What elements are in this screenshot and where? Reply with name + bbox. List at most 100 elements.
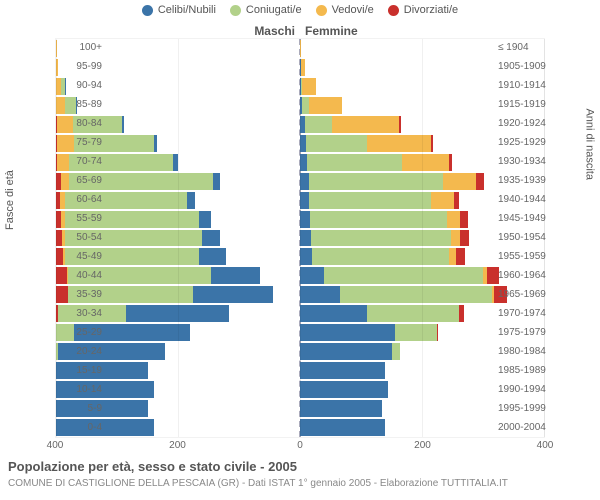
- yaxis-title-right: Anni di nascita: [584, 108, 596, 180]
- ytick-birth: 1920-1924: [498, 119, 546, 129]
- bar-segment: [449, 154, 451, 171]
- header-maschi: Maschi: [254, 24, 295, 38]
- bar-segment: [310, 211, 447, 228]
- ytick-age: 35-39: [76, 290, 102, 300]
- bar-segment: [300, 230, 311, 247]
- bar-segment: [56, 286, 68, 303]
- bar-segment: [56, 267, 67, 284]
- ytick-age: 70-74: [76, 157, 102, 167]
- bar-segment: [57, 116, 73, 133]
- gridline: [422, 39, 423, 437]
- bar-segment: [309, 97, 343, 114]
- legend-label: Coniugati/e: [246, 4, 302, 16]
- ytick-age: 20-24: [76, 347, 102, 357]
- bar-segment: [202, 230, 220, 247]
- gridline: [56, 39, 57, 437]
- bar-segment: [199, 211, 211, 228]
- legend-item: Vedovi/e: [316, 4, 374, 16]
- legend-item: Coniugati/e: [230, 4, 302, 16]
- population-pyramid-chart: Celibi/Nubili Coniugati/e Vedovi/e Divorzia…: [0, 0, 600, 500]
- bar-segment: [306, 135, 367, 152]
- bar-segment: [61, 173, 70, 190]
- ytick-birth: 1925-1929: [498, 138, 546, 148]
- ytick-birth: 1970-1974: [498, 309, 546, 319]
- bar-segment: [65, 78, 66, 95]
- bar-segment: [56, 381, 154, 398]
- bar-segment: [300, 267, 324, 284]
- header-femmine: Femmine: [305, 24, 358, 38]
- bar-segment: [300, 343, 392, 360]
- gridline: [178, 39, 179, 437]
- bar-segment: [213, 173, 220, 190]
- ytick-age: 60-64: [76, 195, 102, 205]
- legend-swatch: [230, 5, 241, 16]
- ytick-age: 10-14: [76, 385, 102, 395]
- ytick-age: 25-29: [76, 328, 102, 338]
- bar-segment: [300, 192, 309, 209]
- ytick-birth: 1965-1969: [498, 290, 546, 300]
- bar-segment: [311, 230, 451, 247]
- ytick-birth: 1910-1914: [498, 81, 546, 91]
- bar-segment: [211, 267, 260, 284]
- bar-segment: [57, 135, 74, 152]
- bar-segment: [395, 324, 438, 341]
- bar-segment: [300, 211, 310, 228]
- bar-segment: [300, 324, 395, 341]
- ytick-birth: 1945-1949: [498, 214, 546, 224]
- bar-segment: [324, 267, 483, 284]
- bar-segment: [56, 248, 63, 265]
- ytick-birth: 1975-1979: [498, 328, 546, 338]
- bar-segment: [300, 154, 307, 171]
- legend-item: Divorziati/e: [388, 4, 458, 16]
- bar-segment: [459, 305, 464, 322]
- bar-segment: [300, 419, 385, 436]
- ytick-age: 30-34: [76, 309, 102, 319]
- bar-segment: [399, 116, 400, 133]
- bar-segment: [402, 154, 450, 171]
- bar-segment: [300, 286, 340, 303]
- chart-title: Popolazione per età, sesso e stato civil…: [8, 459, 297, 474]
- bar-segment: [300, 248, 312, 265]
- bar-segment: [56, 97, 65, 114]
- legend-item: Celibi/Nubili: [142, 4, 216, 16]
- bar-segment: [487, 267, 499, 284]
- bar-segment: [476, 173, 483, 190]
- ytick-age: 55-59: [76, 214, 102, 224]
- bar-segment: [340, 286, 493, 303]
- bar-segment: [302, 78, 315, 95]
- ytick-age: 80-84: [76, 119, 102, 129]
- ytick-age: 65-69: [76, 176, 102, 186]
- bar-segment: [456, 248, 466, 265]
- legend-label: Vedovi/e: [332, 4, 374, 16]
- xtick: 400: [537, 440, 554, 451]
- ytick-age: 95-99: [76, 62, 102, 72]
- bar-segment: [300, 305, 367, 322]
- ytick-age: 15-19: [76, 366, 102, 376]
- ytick-birth: 1980-1984: [498, 347, 546, 357]
- bar-segment: [460, 230, 469, 247]
- ytick-age: 50-54: [76, 233, 102, 243]
- ytick-age: 85-89: [76, 100, 102, 110]
- ytick-birth: 1935-1939: [498, 176, 546, 186]
- xtick: 200: [414, 440, 431, 451]
- xtick: 0: [297, 440, 303, 451]
- ytick-age: 0-4: [88, 423, 102, 433]
- bar-segment: [431, 135, 433, 152]
- x-axis: 4002000200400: [55, 438, 545, 456]
- bar-segment: [305, 116, 332, 133]
- bar-segment: [460, 211, 467, 228]
- bar-segment: [332, 116, 399, 133]
- legend-swatch: [142, 5, 153, 16]
- ytick-birth: 1915-1919: [498, 100, 546, 110]
- bar-segment: [56, 324, 74, 341]
- ytick-birth: 1940-1944: [498, 195, 546, 205]
- bar-segment: [309, 192, 431, 209]
- bar-segment: [300, 381, 388, 398]
- ytick-age: 5-9: [88, 404, 102, 414]
- legend-swatch: [316, 5, 327, 16]
- ytick-birth: 1990-1994: [498, 385, 546, 395]
- ytick-birth: 1985-1989: [498, 366, 546, 376]
- bar-segment: [193, 286, 272, 303]
- plot-area: [55, 38, 545, 438]
- legend-label: Divorziati/e: [404, 4, 458, 16]
